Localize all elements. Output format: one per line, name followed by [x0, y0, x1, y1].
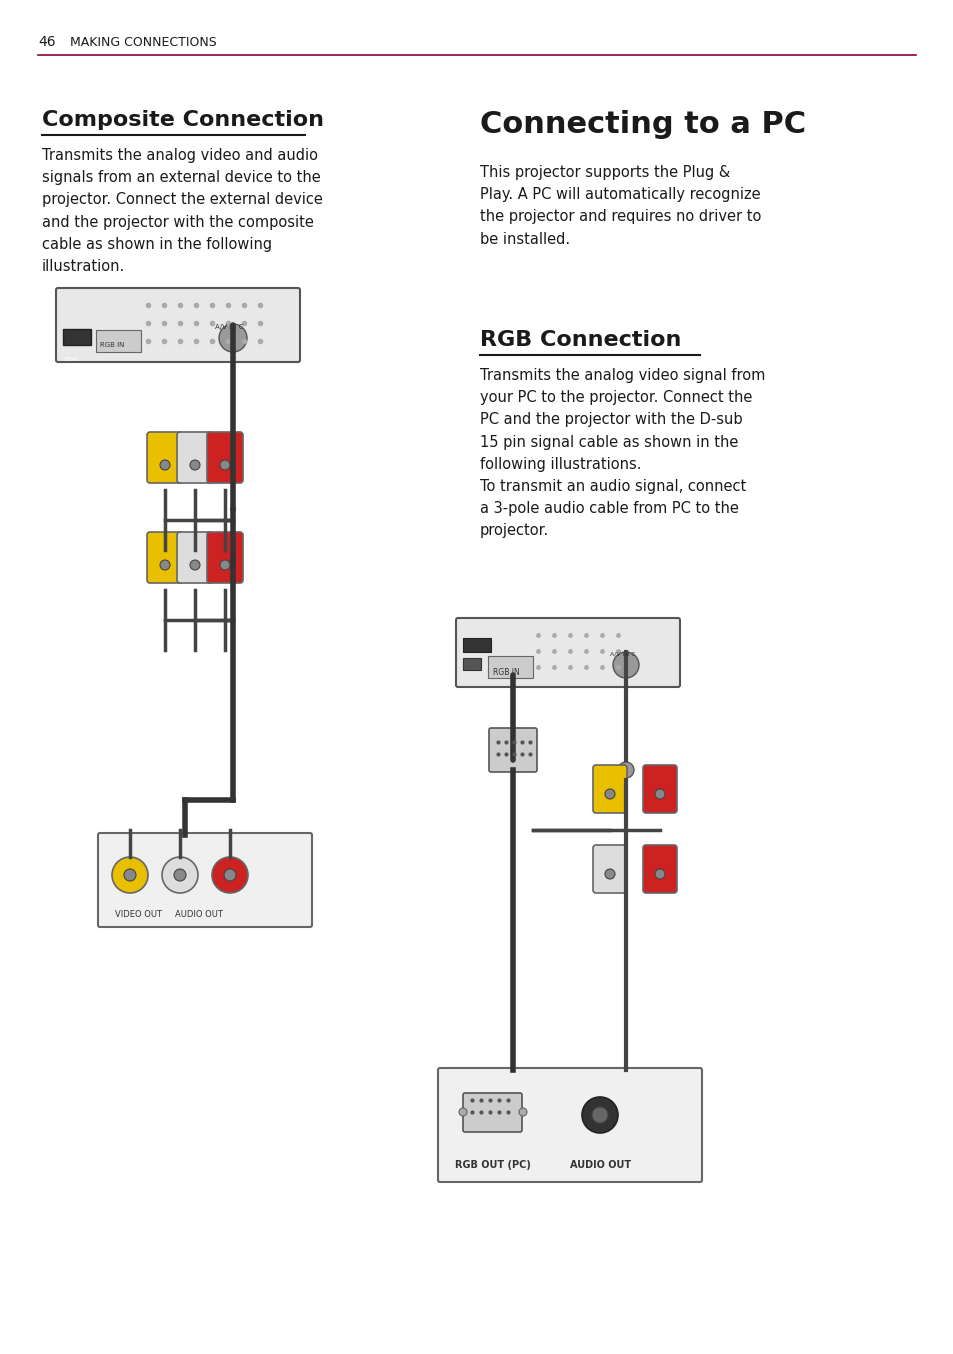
FancyBboxPatch shape	[56, 288, 299, 362]
Circle shape	[160, 460, 170, 470]
Circle shape	[518, 1108, 526, 1116]
FancyBboxPatch shape	[207, 432, 243, 483]
Text: RGB OUT (PC): RGB OUT (PC)	[455, 1160, 530, 1170]
FancyBboxPatch shape	[177, 532, 213, 584]
Circle shape	[224, 869, 235, 881]
Text: A/V IN C: A/V IN C	[214, 324, 243, 330]
Circle shape	[220, 561, 230, 570]
Text: Transmits the analog video and audio
signals from an external device to the
proj: Transmits the analog video and audio sig…	[42, 148, 322, 274]
Circle shape	[112, 857, 148, 894]
Circle shape	[160, 561, 170, 570]
Bar	[462, 658, 480, 670]
FancyBboxPatch shape	[593, 765, 626, 812]
Text: This projector supports the Plug &
Play. A PC will automatically recognize
the p: This projector supports the Plug & Play.…	[479, 165, 760, 246]
Circle shape	[124, 869, 136, 881]
FancyBboxPatch shape	[489, 728, 537, 772]
Text: RGB Connection: RGB Connection	[479, 330, 680, 349]
Circle shape	[190, 561, 200, 570]
FancyBboxPatch shape	[147, 532, 183, 584]
Circle shape	[212, 857, 248, 894]
Text: Connecting to a PC: Connecting to a PC	[479, 110, 805, 139]
Text: MAKING CONNECTIONS: MAKING CONNECTIONS	[70, 35, 216, 49]
Text: HDMI: HDMI	[63, 357, 77, 362]
Text: 46: 46	[38, 35, 55, 49]
FancyBboxPatch shape	[177, 432, 213, 483]
FancyBboxPatch shape	[593, 845, 626, 894]
FancyBboxPatch shape	[437, 1068, 701, 1182]
Text: A/V IN C: A/V IN C	[609, 653, 635, 657]
Circle shape	[655, 869, 664, 879]
Text: RGB IN: RGB IN	[493, 668, 519, 677]
Circle shape	[190, 460, 200, 470]
FancyBboxPatch shape	[207, 532, 243, 584]
Text: RGB IN: RGB IN	[100, 343, 124, 348]
Circle shape	[604, 789, 615, 799]
Bar	[63, 329, 91, 345]
Text: Composite Connection: Composite Connection	[42, 110, 324, 130]
FancyBboxPatch shape	[147, 432, 183, 483]
Circle shape	[458, 1108, 467, 1116]
Bar	[96, 330, 141, 352]
Text: VIDEO OUT: VIDEO OUT	[115, 910, 162, 919]
Circle shape	[173, 869, 186, 881]
Circle shape	[220, 460, 230, 470]
Circle shape	[592, 1108, 607, 1122]
FancyBboxPatch shape	[462, 1093, 521, 1132]
FancyBboxPatch shape	[642, 845, 677, 894]
Bar	[488, 655, 533, 678]
Text: AUDIO OUT: AUDIO OUT	[174, 910, 223, 919]
Circle shape	[219, 324, 247, 352]
FancyBboxPatch shape	[456, 617, 679, 686]
Bar	[462, 638, 491, 653]
Circle shape	[655, 789, 664, 799]
Circle shape	[162, 857, 198, 894]
Circle shape	[581, 1097, 618, 1133]
Circle shape	[613, 653, 639, 678]
FancyBboxPatch shape	[98, 833, 312, 927]
Text: AUDIO OUT: AUDIO OUT	[569, 1160, 631, 1170]
Circle shape	[604, 869, 615, 879]
Text: Transmits the analog video signal from
your PC to the projector. Connect the
PC : Transmits the analog video signal from y…	[479, 368, 764, 539]
Circle shape	[618, 762, 634, 779]
FancyBboxPatch shape	[642, 765, 677, 812]
